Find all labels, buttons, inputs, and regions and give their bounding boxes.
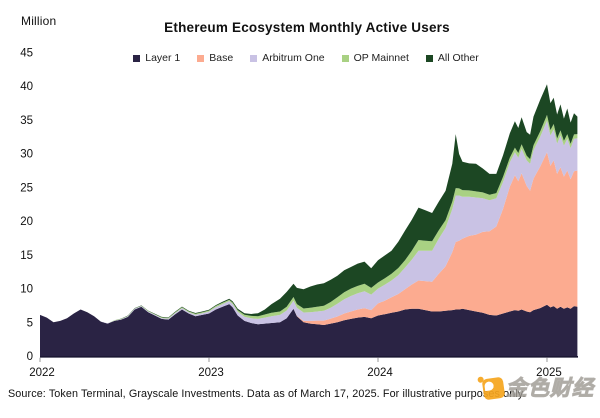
legend-label: OP Mainnet [353, 52, 409, 64]
all-other-swatch-icon [425, 54, 433, 62]
y-tick-label: 20 [20, 216, 33, 228]
legend-label: All Other [437, 52, 479, 64]
watermark: 金色财经 [481, 376, 594, 401]
legend: Layer 1 Base Arbitrum One OP Mainnet All… [12, 52, 600, 64]
op-mainnet-swatch-icon [341, 54, 349, 62]
legend-item-all-other: All Other [425, 52, 479, 64]
x-tick-label: 2023 [198, 367, 224, 379]
y-tick-label: 15 [20, 250, 33, 262]
watermark-logo-icon [481, 376, 506, 401]
y-tick-label: 5 [27, 317, 33, 329]
x-tick-label: 2022 [29, 367, 55, 379]
y-tick-label: 30 [20, 149, 33, 161]
legend-item-arbitrum-one: Arbitrum One [250, 52, 325, 64]
y-tick-label: 25 [20, 182, 33, 194]
arbitrum-one-swatch-icon [250, 54, 258, 62]
base-swatch-icon [197, 54, 205, 62]
legend-label: Arbitrum One [262, 52, 325, 64]
watermark-text: 金色财经 [506, 377, 594, 400]
legend-item-layer1: Layer 1 [133, 52, 180, 64]
y-tick-label: 45 [20, 48, 33, 60]
legend-label: Layer 1 [145, 52, 181, 64]
legend-item-op-mainnet: OP Mainnet [341, 52, 409, 64]
y-tick-label: 35 [20, 115, 33, 127]
y-tick-label: 10 [20, 284, 33, 296]
y-tick-label: 40 [20, 81, 33, 93]
y-tick-label: 0 [27, 351, 33, 363]
area-arbitrum-one [40, 120, 578, 325]
x-tick-label: 2025 [536, 367, 562, 379]
chart-title: Ethereum Ecosystem Monthly Active Users [164, 20, 450, 35]
y-axis-unit-label: Million [21, 14, 57, 28]
source-note: Source: Token Terminal, Grayscale Invest… [8, 388, 526, 400]
legend-label: Base [209, 52, 234, 64]
x-tick-label: 2024 [367, 367, 393, 379]
layer1-swatch-icon [133, 54, 141, 62]
area-base [40, 152, 578, 325]
area-layer-1 [40, 304, 578, 356]
legend-item-base: Base [197, 52, 233, 64]
